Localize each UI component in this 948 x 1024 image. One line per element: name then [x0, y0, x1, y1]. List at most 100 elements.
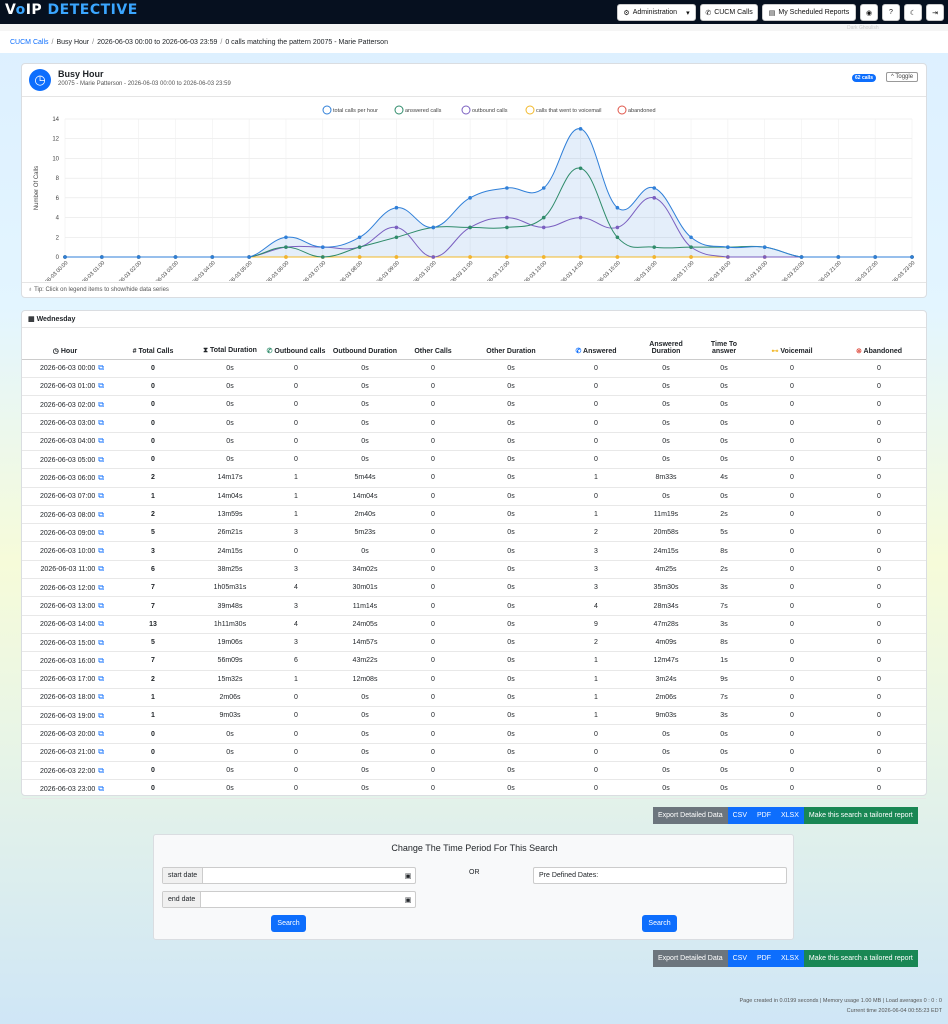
- col-hour[interactable]: ◷ Hour: [22, 329, 108, 360]
- breadcrumb-cucm-calls[interactable]: CUCM Calls: [10, 39, 49, 46]
- legend-item[interactable]: total calls per hour: [333, 108, 378, 114]
- export-detailed-button[interactable]: Export Detailed Data: [653, 950, 728, 967]
- export-csv-button[interactable]: CSV: [727, 807, 752, 824]
- calendar-icon[interactable]: ▣: [404, 872, 412, 880]
- external-link-icon[interactable]: ⧉: [98, 601, 104, 610]
- external-link-icon[interactable]: ⧉: [98, 783, 104, 793]
- col-answered[interactable]: ✆ Answered: [556, 329, 636, 360]
- external-link-icon[interactable]: ⧉: [98, 564, 104, 574]
- col-other-duration[interactable]: Other Duration: [466, 329, 556, 360]
- legend-item[interactable]: calls that went to voicemail: [536, 108, 601, 114]
- external-link-icon[interactable]: ⧉: [98, 747, 104, 757]
- external-link-icon[interactable]: ⧉: [98, 674, 104, 684]
- x-tick-label: 2026-06-03 10:00: [403, 260, 438, 281]
- y-tick-label: 8: [56, 176, 60, 182]
- breadcrumb-range: 2026-06-03 00:00 to 2026-06-03 23:59: [97, 39, 218, 46]
- scheduled-reports-button[interactable]: ▤ My Scheduled Reports: [762, 4, 856, 21]
- col-voicemail[interactable]: ⊷ Voicemail: [752, 329, 832, 360]
- col-total-duration[interactable]: ⧗ Total Duration: [198, 329, 262, 360]
- external-link-icon[interactable]: ⧉: [98, 619, 104, 629]
- external-link-icon[interactable]: ⧉: [98, 710, 104, 720]
- administration-dropdown[interactable]: ⚙ Administration ▾: [617, 4, 696, 21]
- dark-mode-icon[interactable]: ☾: [904, 4, 922, 21]
- col-abandoned[interactable]: ⊗ Abandoned: [832, 329, 926, 360]
- top-navbar: VoIP DETECTIVE ⚙ Administration ▾ ✆ CUCM Ca…: [0, 0, 948, 24]
- cell-answered: 1: [556, 651, 636, 671]
- cell-answered: 1: [556, 468, 636, 488]
- breadcrumb: CUCM Calls / Busy Hour/2026-06-03 00:00 to…: [0, 31, 948, 53]
- cell-outbound-duration: 0s: [330, 724, 400, 744]
- cell-answered-duration: 0s: [636, 413, 696, 433]
- external-link-icon[interactable]: ⧉: [98, 472, 104, 482]
- end-date-input[interactable]: [201, 892, 401, 907]
- toggle-button[interactable]: ^ Toggle: [886, 72, 919, 82]
- logo[interactable]: VoIP DETECTIVE: [5, 2, 138, 18]
- chevron-down-icon: ▾: [686, 9, 690, 17]
- col-time-to-answer[interactable]: Time To answer: [696, 329, 752, 360]
- cell-other-duration: 0s: [466, 743, 556, 763]
- search-button-predefined[interactable]: Search: [642, 915, 677, 932]
- legend-item[interactable]: abandoned: [628, 108, 656, 114]
- external-link-icon[interactable]: ⧉: [98, 729, 104, 739]
- clock-icon: ◷: [29, 69, 51, 91]
- external-link-icon[interactable]: ⧉: [98, 454, 104, 464]
- external-link-icon[interactable]: ⧉: [98, 637, 104, 647]
- x-tick-label: 2026-06-03 23:00: [881, 260, 916, 281]
- external-link-icon[interactable]: ⧉: [98, 692, 104, 702]
- external-link-icon[interactable]: ⧉: [98, 491, 104, 501]
- export-detailed-button[interactable]: Export Detailed Data: [653, 807, 728, 824]
- external-link-icon[interactable]: ⧉: [98, 765, 104, 775]
- predefined-dates-select[interactable]: Pre Defined Dates:: [533, 867, 787, 884]
- data-point: [762, 255, 767, 259]
- user-icon[interactable]: ◉: [860, 4, 878, 21]
- export-pdf-button[interactable]: PDF: [752, 807, 776, 824]
- cell-total-calls: 0: [108, 779, 198, 799]
- external-link-icon[interactable]: ⧉: [98, 363, 104, 373]
- legend-item[interactable]: answered calls: [405, 108, 442, 114]
- y-tick-label: 6: [56, 196, 60, 202]
- external-link-icon[interactable]: ⧉: [98, 399, 104, 409]
- external-link-icon[interactable]: ⧉: [98, 418, 104, 428]
- cell-total-duration: 9m03s: [198, 706, 262, 726]
- help-icon[interactable]: ?: [882, 4, 900, 21]
- external-link-icon[interactable]: ⧉: [98, 381, 104, 391]
- cell-total-calls: 0: [108, 432, 198, 451]
- col-total-calls[interactable]: # Total Calls: [108, 329, 198, 360]
- external-link-icon[interactable]: ⧉: [98, 527, 104, 537]
- cell-total-calls: 7: [108, 651, 198, 671]
- cell-other-calls: 0: [400, 670, 466, 689]
- logout-icon[interactable]: ⇥: [926, 4, 944, 21]
- export-pdf-button[interactable]: PDF: [752, 950, 776, 967]
- col-outbound-duration[interactable]: Outbound Duration: [330, 329, 400, 360]
- cucm-calls-button[interactable]: ✆ CUCM Calls: [700, 4, 758, 21]
- calendar-icon[interactable]: ▣: [404, 896, 412, 904]
- cell-abandoned: 0: [832, 560, 926, 580]
- cell-hour: 2026-06-03 14:00 ⧉: [22, 615, 108, 634]
- external-link-icon[interactable]: ⧉: [98, 436, 104, 446]
- data-point: [284, 235, 288, 240]
- cell-total-calls: 5: [108, 523, 198, 543]
- export-csv-button[interactable]: CSV: [727, 950, 752, 967]
- cell-other-duration: 0s: [466, 724, 556, 744]
- search-button-dates[interactable]: Search: [271, 915, 306, 932]
- col-other-calls[interactable]: Other Calls: [400, 329, 466, 360]
- external-link-icon[interactable]: ⧉: [98, 509, 104, 519]
- export-xlsx-button[interactable]: XLSX: [776, 807, 804, 824]
- cell-hour: 2026-06-03 09:00 ⧉: [22, 523, 108, 543]
- tailored-report-button[interactable]: Make this search a tailored report: [803, 950, 918, 967]
- cell-other-duration: 0s: [466, 487, 556, 506]
- legend-item[interactable]: outbound calls: [472, 108, 508, 114]
- tailored-report-button[interactable]: Make this search a tailored report: [803, 807, 918, 824]
- external-link-icon[interactable]: ⧉: [98, 655, 104, 665]
- col-answered-duration[interactable]: Answered Duration: [636, 329, 696, 360]
- col-outbound-calls[interactable]: ✆ Outbound calls: [262, 329, 330, 360]
- cell-other-calls: 0: [400, 596, 466, 616]
- data-point: [394, 205, 399, 210]
- external-link-icon[interactable]: ⧉: [98, 582, 104, 592]
- chart-card-subtitle: 20075 - Marie Patterson - 2026-06-03 00:…: [58, 81, 231, 87]
- cell-outbound-calls: 3: [262, 523, 330, 543]
- export-xlsx-button[interactable]: XLSX: [776, 950, 804, 967]
- cell-other-calls: 0: [400, 450, 466, 470]
- start-date-input[interactable]: [203, 868, 401, 883]
- external-link-icon[interactable]: ⧉: [98, 546, 104, 556]
